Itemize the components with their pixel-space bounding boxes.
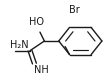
Text: NH: NH <box>34 65 48 75</box>
Text: H₂N: H₂N <box>10 40 29 50</box>
Text: Br: Br <box>69 5 80 15</box>
Text: HO: HO <box>29 17 44 27</box>
